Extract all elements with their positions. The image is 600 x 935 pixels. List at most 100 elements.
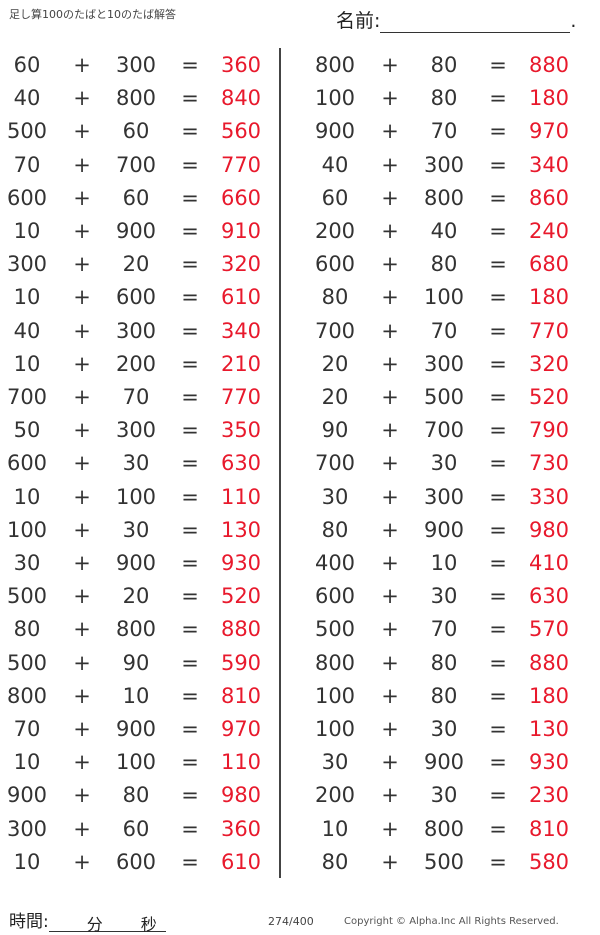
addend-b: 300 [115, 53, 157, 77]
equals-sign: = [489, 551, 507, 575]
addend-a: 400 [314, 551, 356, 575]
answer: 910 [220, 219, 262, 243]
plus-sign: + [73, 185, 91, 210]
answer: 180 [528, 285, 570, 310]
answer: 340 [528, 152, 570, 177]
equals-sign: = [489, 584, 507, 609]
answer: 970 [528, 119, 570, 144]
answer: 580 [528, 849, 570, 874]
answer: 880 [220, 617, 262, 642]
equals-sign: = [181, 517, 199, 542]
addend-b: 80 [122, 783, 150, 808]
answer: 630 [528, 584, 570, 609]
equals-sign: = [489, 849, 507, 874]
addend-a: 500 [314, 617, 356, 642]
plus-sign: + [381, 750, 399, 775]
addend-a: 700 [314, 318, 356, 343]
answer: 230 [528, 783, 570, 808]
addend-b: 100 [423, 285, 465, 310]
addend-a: 60 [321, 185, 349, 210]
equals-sign: = [181, 584, 199, 609]
plus-sign: + [73, 418, 91, 443]
addend-b: 300 [115, 418, 157, 443]
addend-a: 500 [6, 584, 48, 609]
addend-b: 70 [122, 385, 150, 409]
addend-a: 10 [13, 219, 41, 243]
plus-sign: + [73, 285, 91, 310]
answer: 560 [220, 119, 262, 144]
name-blank-line [380, 14, 571, 33]
equals-sign: = [489, 650, 507, 675]
addend-b: 600 [115, 285, 157, 310]
answer: 630 [220, 451, 262, 476]
answer: 360 [220, 53, 262, 77]
addend-a: 80 [321, 285, 349, 310]
addend-a: 100 [314, 683, 356, 708]
addend-a: 200 [314, 219, 356, 243]
equals-sign: = [489, 86, 507, 111]
answer: 660 [220, 185, 262, 210]
plus-sign: + [73, 152, 91, 177]
answer: 680 [528, 252, 570, 277]
addend-b: 60 [122, 119, 150, 144]
answer: 330 [528, 484, 570, 509]
addend-a: 30 [321, 750, 349, 775]
addend-a: 70 [13, 152, 41, 177]
addend-b: 600 [115, 849, 157, 874]
addend-b: 30 [122, 451, 150, 476]
answer: 110 [220, 750, 262, 775]
equals-sign: = [181, 86, 199, 111]
equals-sign: = [489, 750, 507, 775]
answer: 810 [220, 683, 262, 708]
addend-a: 600 [6, 185, 48, 210]
answer: 320 [528, 351, 570, 376]
equals-sign: = [489, 219, 507, 243]
addend-b: 30 [122, 517, 150, 542]
equals-sign: = [489, 816, 507, 841]
addend-a: 30 [321, 484, 349, 509]
answer: 340 [220, 318, 262, 343]
plus-sign: + [381, 285, 399, 310]
equals-sign: = [181, 219, 199, 243]
equals-sign: = [181, 484, 199, 509]
addend-a: 10 [13, 849, 41, 874]
addend-b: 90 [122, 650, 150, 675]
addend-b: 800 [423, 185, 465, 210]
time-field: 時間: 分秒 [9, 907, 166, 934]
answer: 520 [528, 385, 570, 409]
equals-sign: = [181, 717, 199, 741]
answer: 130 [220, 517, 262, 542]
addend-a: 500 [6, 650, 48, 675]
plus-sign: + [73, 385, 91, 409]
equals-sign: = [489, 318, 507, 343]
addend-a: 10 [13, 750, 41, 775]
name-label: 名前: [336, 10, 381, 32]
equals-sign: = [181, 385, 199, 409]
equals-sign: = [489, 783, 507, 808]
addend-b: 40 [430, 219, 458, 243]
addend-a: 50 [13, 418, 41, 443]
answer: 980 [528, 517, 570, 542]
addend-b: 80 [430, 683, 458, 708]
equals-sign: = [489, 185, 507, 210]
addend-a: 900 [314, 119, 356, 144]
addend-b: 10 [430, 551, 458, 575]
answer: 880 [528, 53, 570, 77]
addend-b: 300 [423, 484, 465, 509]
equals-sign: = [489, 385, 507, 409]
answer: 110 [220, 484, 262, 509]
addend-b: 100 [115, 750, 157, 775]
answer: 360 [220, 816, 262, 841]
worksheet-title: 足し算100のたばと10のたば解答 [9, 8, 176, 21]
addend-b: 300 [423, 351, 465, 376]
answer: 570 [528, 617, 570, 642]
addend-a: 200 [314, 783, 356, 808]
addend-b: 80 [430, 252, 458, 277]
addend-a: 300 [6, 252, 48, 277]
equals-sign: = [181, 53, 199, 77]
equals-sign: = [489, 451, 507, 476]
answer: 840 [220, 86, 262, 111]
addend-a: 600 [314, 252, 356, 277]
plus-sign: + [73, 318, 91, 343]
plus-sign: + [73, 119, 91, 144]
